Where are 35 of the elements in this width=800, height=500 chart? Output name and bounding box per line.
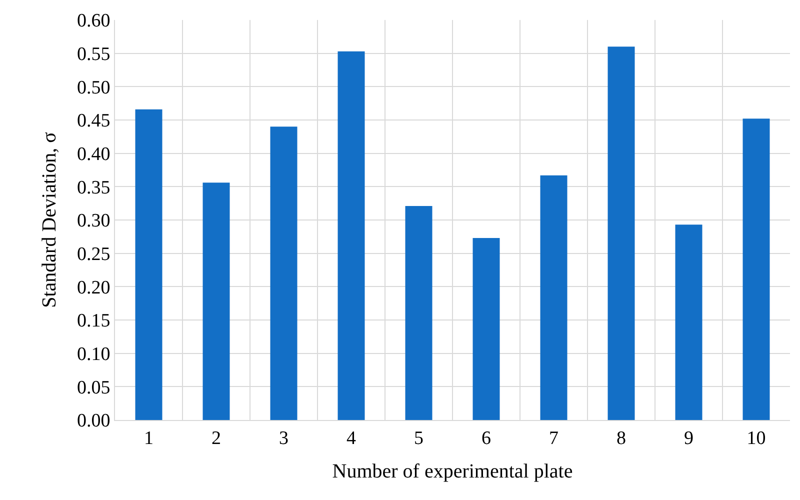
x-axis-title: Number of experimental plate (332, 460, 573, 482)
bar (338, 51, 365, 420)
y-tick-label: 0.15 (76, 310, 110, 332)
x-tick-label: 10 (746, 428, 766, 449)
y-tick-label: 0.00 (76, 410, 110, 432)
x-tick-label: 7 (549, 428, 558, 449)
x-tick-label: 1 (144, 428, 154, 449)
y-axis-title: Standard Deviation, σ (38, 132, 60, 308)
bar (608, 46, 635, 420)
bar (202, 182, 230, 420)
x-tick-label: 5 (414, 428, 424, 449)
y-tick-label: 0.05 (76, 377, 110, 398)
y-tick-label: 0.55 (76, 44, 110, 65)
x-tick-label: 4 (346, 428, 356, 449)
bar (540, 175, 568, 420)
bar (472, 238, 500, 420)
y-tick-label: 0.50 (76, 77, 110, 98)
y-tick-label: 0.60 (76, 10, 110, 32)
bar (405, 206, 432, 420)
x-tick-label: 3 (279, 428, 288, 449)
y-tick-label: 0.40 (76, 144, 110, 165)
bar (135, 109, 162, 420)
y-tick-label: 0.10 (76, 344, 110, 365)
y-tick-label: 0.45 (76, 110, 110, 132)
bar (675, 224, 702, 420)
bar (270, 126, 298, 420)
x-tick-label: 9 (684, 428, 694, 449)
bar (742, 118, 770, 420)
x-tick-label: 2 (212, 428, 221, 449)
x-tick-label: 8 (616, 428, 626, 449)
y-tick-label: 0.25 (76, 244, 110, 265)
y-tick-label: 0.35 (76, 177, 110, 198)
x-tick-label: 6 (482, 428, 491, 449)
y-tick-label: 0.20 (76, 277, 110, 298)
y-tick-label: 0.30 (76, 210, 110, 232)
